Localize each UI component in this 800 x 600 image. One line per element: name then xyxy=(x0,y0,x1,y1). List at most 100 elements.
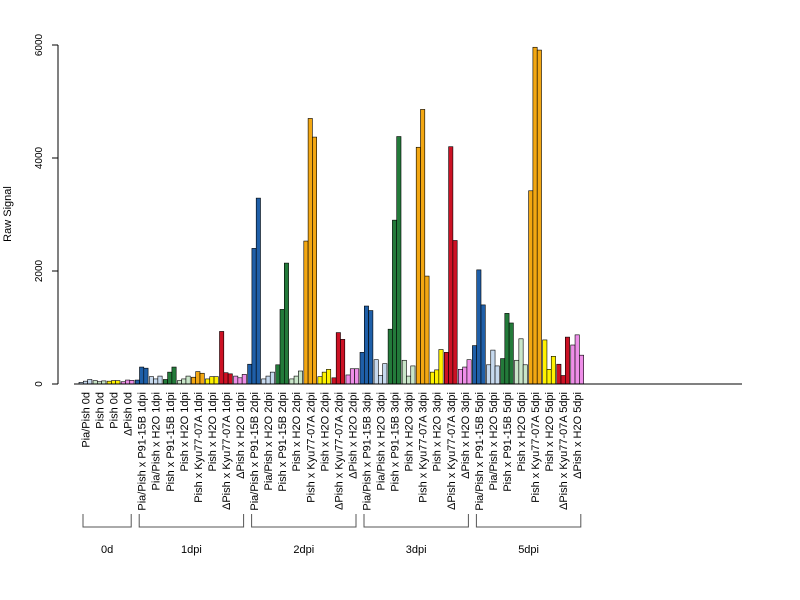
category-label: Pish x Kyu77-07A 5dpi xyxy=(530,392,542,503)
bar xyxy=(195,371,201,385)
bar xyxy=(406,375,412,385)
bar xyxy=(410,365,416,385)
bar xyxy=(420,109,426,385)
bar xyxy=(134,379,140,385)
bar xyxy=(466,359,472,385)
bar xyxy=(349,368,355,385)
bar xyxy=(392,219,397,385)
bars xyxy=(78,46,584,385)
bar xyxy=(167,371,173,385)
bar xyxy=(564,336,570,385)
category-label: Pish x H2O 2dpi xyxy=(291,392,303,471)
bar xyxy=(490,349,496,385)
bar xyxy=(462,366,468,385)
bar xyxy=(373,359,379,385)
category-label: ΔPish x Kyu77-07A 1dpi xyxy=(221,392,233,510)
group-bracket xyxy=(363,514,469,528)
y-axis-title: Raw Signal xyxy=(2,186,14,242)
bar xyxy=(550,356,556,385)
bar xyxy=(458,369,463,385)
category-label: Pia/Pish x H2O 3dpi xyxy=(376,392,388,490)
bar xyxy=(500,358,506,385)
category-label: Pish x H2O 1dpi xyxy=(179,392,191,471)
category-label: ΔPish x Kyu77-07A 3dpi xyxy=(446,392,458,510)
bar xyxy=(560,375,566,385)
bar xyxy=(163,379,168,385)
category-label: Pia/Pish x H2O 2dpi xyxy=(263,392,275,490)
bar xyxy=(185,375,191,385)
bar xyxy=(574,334,580,385)
bar xyxy=(275,364,281,385)
group-label: 3dpi xyxy=(406,544,427,556)
bar xyxy=(448,146,454,385)
bar xyxy=(504,313,510,385)
category-label: Pish x Kyu77-07A 1dpi xyxy=(193,392,205,503)
category-label: Pish x H2O 5dpi xyxy=(516,392,528,471)
bar xyxy=(424,275,430,385)
group-label: 5dpi xyxy=(518,544,539,556)
bar xyxy=(570,344,576,385)
bar xyxy=(518,338,524,385)
bar xyxy=(345,374,351,385)
bar xyxy=(443,352,449,385)
bar xyxy=(303,240,309,385)
bar xyxy=(213,376,219,385)
bar xyxy=(219,331,225,385)
bar xyxy=(536,49,542,385)
bar xyxy=(87,379,93,385)
bar xyxy=(556,363,562,385)
group-label: 2dpi xyxy=(293,544,314,556)
bar xyxy=(542,339,548,385)
bar xyxy=(368,310,374,385)
bar xyxy=(289,378,295,385)
category-label: Pish x P91-15B 1dpi xyxy=(165,392,177,492)
group-bracket xyxy=(82,514,132,528)
bar xyxy=(438,349,444,385)
category-label: ΔPish x Kyu77-07A 2dpi xyxy=(333,392,345,510)
y-tick-label: 2000 xyxy=(34,259,45,282)
bar xyxy=(321,371,327,385)
category-label: Pish 0d xyxy=(109,392,121,429)
bar xyxy=(171,366,177,385)
bar xyxy=(415,146,421,385)
category-label: Pia/Pish x P91-15B 1dpi xyxy=(137,392,149,511)
bar xyxy=(125,379,131,385)
category-label: ΔPish x H2O 3dpi xyxy=(460,392,472,479)
category-label: ΔPish x H2O 5dpi xyxy=(572,392,584,479)
bar xyxy=(153,378,159,385)
bar xyxy=(452,240,458,385)
bar xyxy=(340,339,346,385)
bar xyxy=(401,359,407,385)
bar xyxy=(434,369,440,385)
bar xyxy=(579,354,584,385)
bar xyxy=(476,269,482,385)
bar xyxy=(528,190,534,385)
bar xyxy=(279,309,285,385)
bar xyxy=(331,377,337,385)
group-label: 0d xyxy=(101,544,113,556)
bar xyxy=(486,364,492,385)
bar xyxy=(326,369,332,385)
category-label: Pia/Pish 0d xyxy=(80,392,92,448)
bar xyxy=(378,375,383,385)
bar xyxy=(307,118,313,385)
bar xyxy=(522,364,528,385)
bar xyxy=(191,376,196,385)
bar xyxy=(157,375,163,385)
bar xyxy=(111,380,117,385)
bar xyxy=(255,197,261,385)
bar xyxy=(199,372,205,385)
bar xyxy=(148,376,154,385)
bar xyxy=(241,374,247,385)
bar xyxy=(227,373,233,385)
bar xyxy=(115,380,121,385)
group-bracket xyxy=(475,514,582,528)
y-tick-label: 4000 xyxy=(34,146,45,169)
category-label: Pish x Kyu77-07A 2dpi xyxy=(305,392,317,503)
category-label: Pia/Pish x H2O 5dpi xyxy=(488,392,500,490)
bar xyxy=(363,305,369,385)
bar xyxy=(382,363,388,385)
bar xyxy=(298,370,303,385)
bar xyxy=(532,46,538,385)
bar xyxy=(396,136,402,385)
